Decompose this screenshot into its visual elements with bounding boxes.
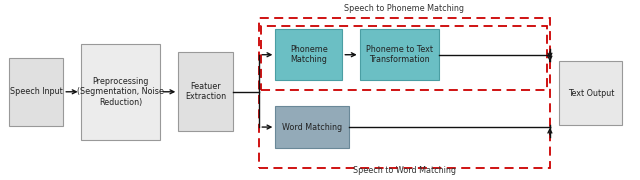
Text: Speech to Phoneme Matching: Speech to Phoneme Matching bbox=[344, 4, 464, 13]
FancyBboxPatch shape bbox=[275, 106, 349, 148]
Text: Word Matching: Word Matching bbox=[282, 123, 342, 132]
FancyBboxPatch shape bbox=[178, 53, 232, 131]
FancyBboxPatch shape bbox=[275, 29, 342, 80]
FancyBboxPatch shape bbox=[9, 58, 63, 126]
Text: Preprocessing
(Segmentation, Noise
Reduction): Preprocessing (Segmentation, Noise Reduc… bbox=[77, 77, 164, 107]
Text: Phoneme
Matching: Phoneme Matching bbox=[290, 45, 328, 64]
FancyBboxPatch shape bbox=[81, 44, 161, 140]
Text: Speech to Word Matching: Speech to Word Matching bbox=[353, 166, 456, 175]
Text: Phoneme to Text
Transformation: Phoneme to Text Transformation bbox=[366, 45, 433, 64]
FancyBboxPatch shape bbox=[559, 61, 622, 125]
Text: Featuer
Extraction: Featuer Extraction bbox=[185, 82, 226, 102]
Text: Speech Input: Speech Input bbox=[10, 87, 63, 96]
Text: Text Output: Text Output bbox=[568, 89, 614, 98]
FancyBboxPatch shape bbox=[360, 29, 440, 80]
